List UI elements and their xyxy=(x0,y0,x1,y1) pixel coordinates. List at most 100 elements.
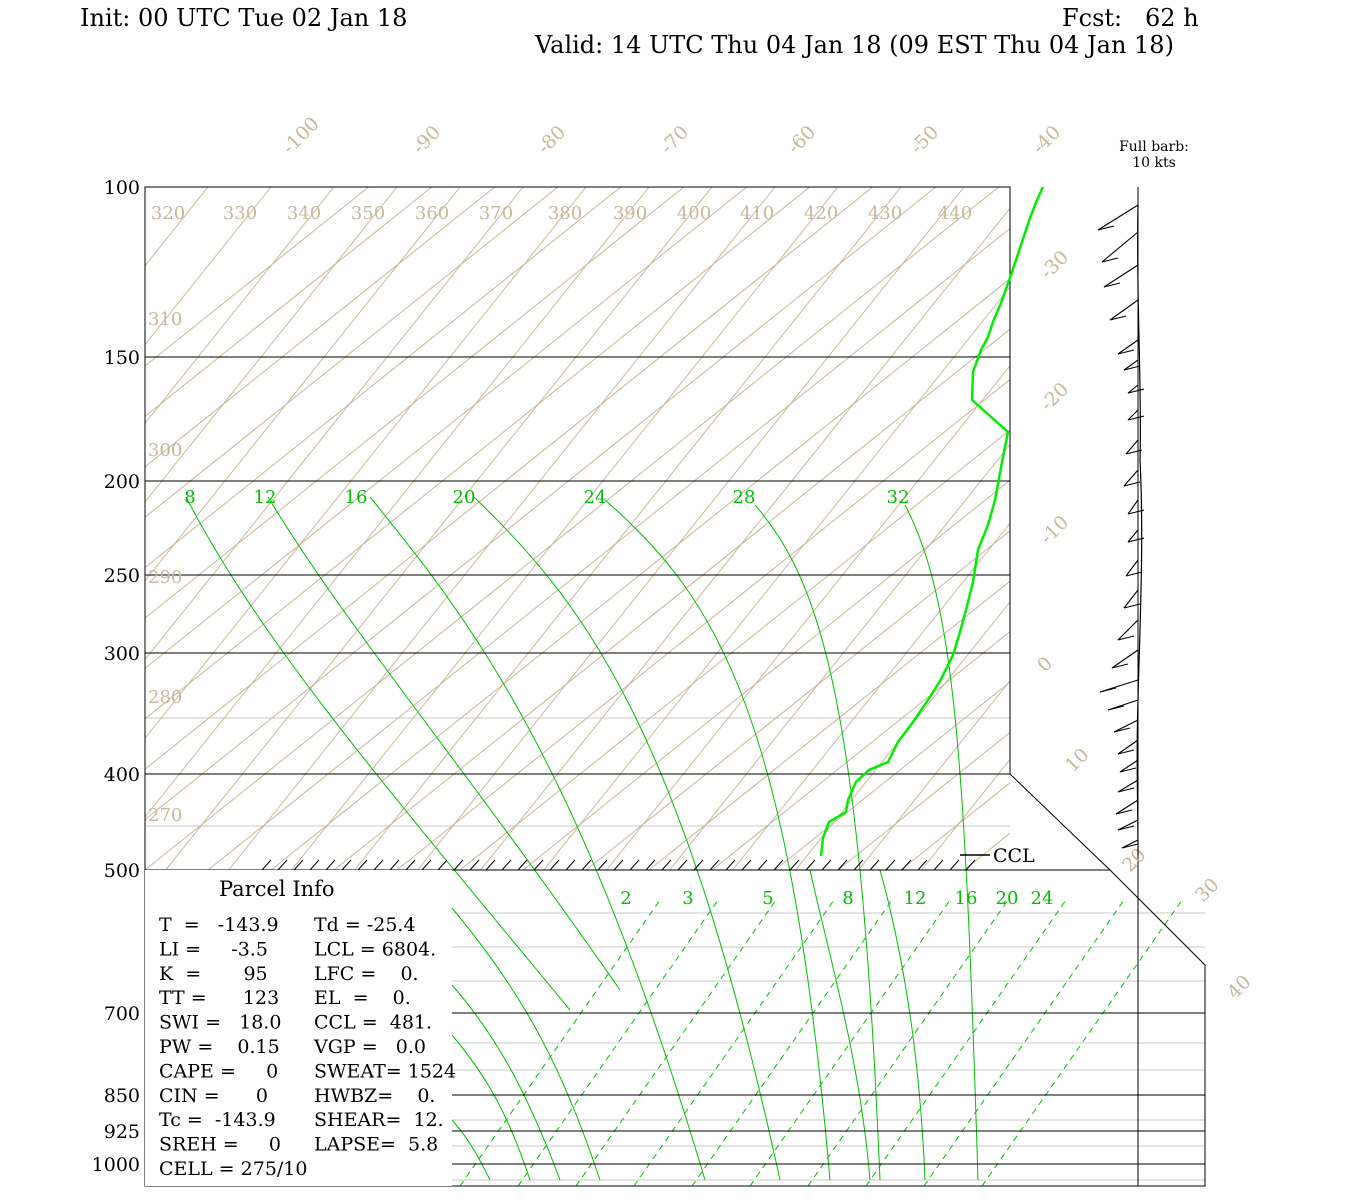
moist-adiabats xyxy=(185,496,979,1181)
isotherm-label: -20 xyxy=(1036,378,1073,415)
wind-barb-flag xyxy=(1111,663,1129,669)
header-init: Init: 00 UTC Tue 02 Jan 18 xyxy=(80,4,408,32)
wind-barb-flag xyxy=(1127,415,1145,421)
barb-legend-line2: 10 kts xyxy=(1132,155,1176,171)
theta-label: 320 xyxy=(151,203,185,224)
hatch-tick xyxy=(821,859,832,871)
wind-barb-flag xyxy=(1125,449,1143,455)
pressure-label: 150 xyxy=(104,347,140,369)
hatch-tick xyxy=(757,859,768,871)
parcel-info-left: Tc = -143.9 xyxy=(159,1109,276,1131)
parcel-info-right: LAPSE= 5.8 xyxy=(314,1134,438,1156)
dry-adiabat-line xyxy=(145,187,524,661)
theta-label: 390 xyxy=(613,203,647,224)
ccl-marker: CCL xyxy=(960,845,1035,867)
mixing-ratio-line xyxy=(981,899,1183,1186)
theta-label: 370 xyxy=(479,203,513,224)
parcel-info-left: PW = 0.15 xyxy=(159,1036,280,1058)
isotherm-line xyxy=(963,832,1010,870)
isotherm-label: -60 xyxy=(783,121,820,158)
wind-barb xyxy=(1119,759,1139,773)
hatch-tick xyxy=(501,859,512,871)
wind-barb-flag xyxy=(1123,365,1141,371)
wind-barb-flag xyxy=(1097,225,1115,231)
moist-adiabat-label: 32 xyxy=(887,487,910,508)
isotherm-line xyxy=(396,378,1010,870)
wind-barb-flag xyxy=(1121,843,1139,849)
wind-barb-flag xyxy=(1099,687,1117,693)
parcel-info-left: CAPE = 0 xyxy=(159,1060,278,1082)
pressure-label: 100 xyxy=(104,177,140,199)
moist-adiabat-label: 12 xyxy=(254,487,277,508)
theta-label: 310 xyxy=(148,309,182,330)
mixing-ratio-lines xyxy=(459,899,1183,1186)
hatch-tick xyxy=(309,859,320,871)
hatch-tick xyxy=(453,859,464,871)
hatch-tick xyxy=(645,859,656,871)
pressure-label: 250 xyxy=(104,565,140,587)
moist-adiabat-line xyxy=(185,496,571,1011)
parcel-info-bg xyxy=(145,870,452,1186)
wind-barb xyxy=(1101,231,1139,263)
isotherm-line xyxy=(145,187,937,821)
moist-adiabat-line xyxy=(604,499,831,1181)
moist-adiabat-label: 24 xyxy=(584,487,607,508)
moist-adiabat-line xyxy=(451,907,601,1181)
isotherms xyxy=(145,187,1350,870)
hatch-tick xyxy=(693,859,704,871)
dry-adiabat-line xyxy=(795,601,1010,870)
mixing-ratio-line xyxy=(749,899,951,1186)
wind-barb-flag xyxy=(1107,705,1125,711)
hatch-tick xyxy=(805,859,816,871)
wind-barb-flag xyxy=(1109,315,1127,321)
hatch-tick xyxy=(709,859,720,871)
isotherm-label: -90 xyxy=(408,121,445,158)
moist-adiabat-line xyxy=(754,504,881,1181)
hatch-tick xyxy=(725,859,736,871)
dry-adiabat-line xyxy=(145,187,650,818)
mixing-ratio-line xyxy=(633,899,835,1186)
pressure-label: 700 xyxy=(104,1003,140,1025)
theta-label: 420 xyxy=(804,203,838,224)
dry-adiabat-line xyxy=(858,679,1010,870)
isotherm-label: -50 xyxy=(906,121,943,158)
moist-adiabat-label: 16 xyxy=(345,487,368,508)
isotherm-label: -10 xyxy=(1036,511,1073,548)
wind-barb-flag xyxy=(1113,727,1131,733)
wind-barb-flag xyxy=(1117,349,1135,355)
moist-adiabat-line xyxy=(473,496,781,1181)
isotherm-label: -40 xyxy=(1028,121,1065,158)
isotherm-line xyxy=(145,187,559,518)
dry-adiabat-line xyxy=(145,187,461,582)
hatch-tick xyxy=(485,859,496,871)
parcel-info-right: SWEAT= 1524 xyxy=(314,1060,456,1082)
pressure-label: 925 xyxy=(104,1121,140,1143)
moist-adiabat-line xyxy=(904,504,979,1181)
isotherm-line xyxy=(1153,187,1350,870)
isotherm-label: 20 xyxy=(1118,844,1151,877)
wind-barb xyxy=(1117,819,1139,831)
theta-label: 330 xyxy=(223,203,257,224)
wind-barb xyxy=(1127,529,1139,543)
wind-barb xyxy=(1117,779,1139,793)
hatch-tick xyxy=(533,859,544,871)
barb-legend-line1: Full barb: xyxy=(1119,139,1189,155)
dry-adiabat-line xyxy=(291,187,839,870)
hatch-tick xyxy=(325,859,336,871)
parcel-info-right: Td = -25.4 xyxy=(314,914,416,936)
hatch-tick xyxy=(357,859,368,871)
hatch-tick xyxy=(917,859,928,871)
isotherm-line xyxy=(1279,187,1350,870)
isotherm-label: -70 xyxy=(656,121,693,158)
header-forecast-hour: Fcst: 62 h xyxy=(1062,4,1199,32)
moist-adiabat-line xyxy=(369,496,706,1181)
hatch-tick xyxy=(965,859,976,871)
wind-barb xyxy=(1115,799,1139,815)
wind-barb-flag xyxy=(1117,787,1135,793)
isotherm-line xyxy=(145,187,811,720)
mixing-ratio-line xyxy=(807,899,1009,1186)
wind-barb xyxy=(1097,204,1139,231)
hatch-tick xyxy=(661,859,672,871)
